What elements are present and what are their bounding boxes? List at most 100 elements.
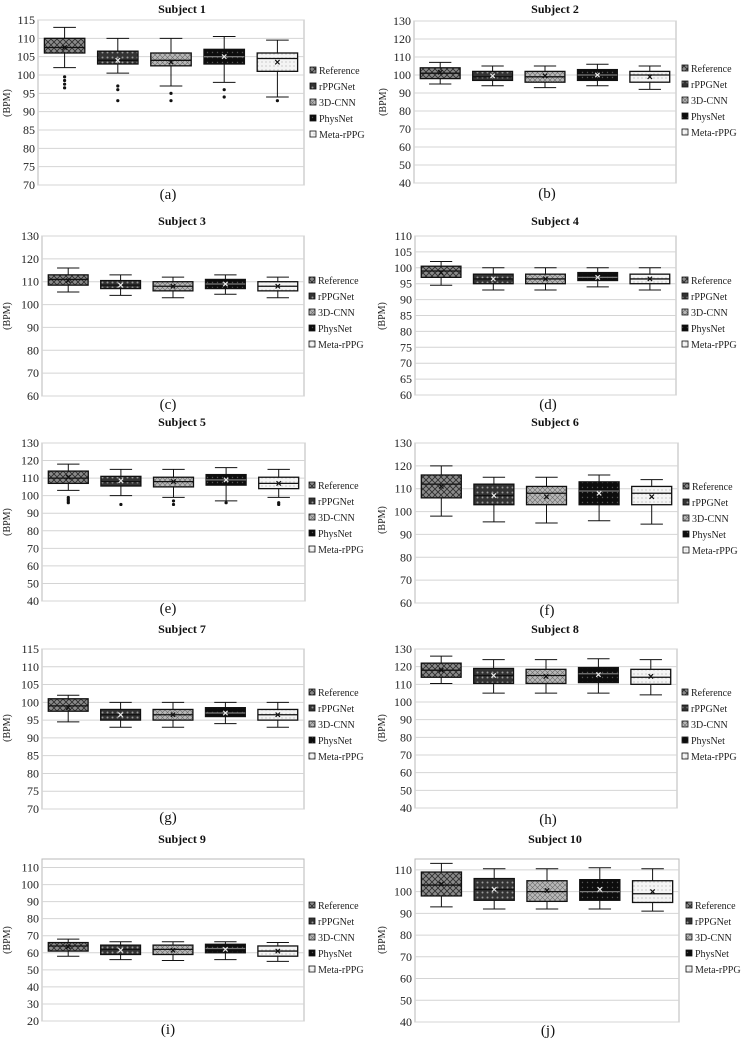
- y-tick-label: 110: [17, 31, 35, 45]
- legend-swatch: [308, 340, 316, 348]
- y-tick-label: 60: [400, 766, 412, 780]
- mean-marker: [170, 947, 176, 953]
- subplot-5: 40 50 60 70 80 90 100 110 120 130 Subject 5 (e) (BPM…: [2, 415, 364, 617]
- box-reference: [420, 862, 463, 908]
- box-reference: [420, 260, 462, 286]
- legend-entry-label: Reference: [319, 66, 360, 77]
- mean-marker: [170, 478, 177, 485]
- legend-swatch: [681, 308, 689, 316]
- box-body: [96, 50, 139, 65]
- y-tick-label: 70: [27, 366, 39, 380]
- plot-area: [41, 858, 305, 1022]
- legend-entry-label: Meta-rPPG: [692, 546, 738, 557]
- mean-marker: [438, 667, 444, 673]
- mean-marker: [275, 712, 281, 718]
- box-reference: [420, 655, 462, 684]
- plot-area: [413, 20, 677, 184]
- legend-swatch: [681, 688, 689, 696]
- legend-swatch: [308, 949, 316, 957]
- panel-caption: (c): [160, 397, 177, 413]
- y-tick-label: 60: [400, 596, 412, 610]
- legend-swatch: [681, 720, 689, 728]
- legend-entry-label: PhysNet: [695, 949, 729, 960]
- outlier-point: [171, 499, 176, 503]
- legend: Reference rPPGNet 3D-CNN PhysNet Meta-rPPG: [681, 64, 737, 139]
- y-tick-label: 110: [394, 863, 412, 877]
- outlier-point: [222, 88, 226, 92]
- box-meta-rppg: [257, 701, 299, 728]
- y-tick-label: 80: [400, 324, 412, 338]
- y-tick-label: 50: [400, 783, 412, 797]
- legend-entry-label: Reference: [692, 482, 733, 493]
- box-meta-rppg: [630, 659, 672, 696]
- legend-entry-label: Meta-rPPG: [691, 752, 737, 763]
- mean-marker: [649, 494, 655, 500]
- legend-swatch: [681, 752, 689, 760]
- box-body: [43, 37, 86, 54]
- mean-marker: [595, 274, 601, 280]
- y-tick-label: 130: [21, 436, 39, 450]
- legend-entry-label: rPPGNet: [318, 917, 354, 928]
- y-tick-label: 95: [27, 713, 39, 727]
- subplot-1: 70 75 80 85 90 95 100 105 110 115 Subject 1 (a) (BPM…: [2, 2, 365, 203]
- mean-marker: [170, 283, 176, 289]
- y-tick-label: 110: [394, 229, 412, 243]
- legend: Reference rPPGNet 3D-CNN PhysNet Meta-rPPG: [681, 276, 737, 351]
- mean-marker: [594, 72, 601, 78]
- box-physnet: [577, 267, 619, 288]
- box-meta-rppg: [256, 39, 299, 103]
- outlier-point: [222, 95, 226, 99]
- y-axis-label: (BPM): [2, 714, 13, 742]
- plot-area: [41, 235, 305, 397]
- y-tick-label: 85: [27, 749, 39, 763]
- legend-entry-label: Meta-rPPG: [318, 752, 364, 763]
- mean-marker: [170, 712, 176, 718]
- y-tick-label: 100: [21, 878, 39, 892]
- y-tick-label: 90: [400, 293, 412, 307]
- legend-swatch: [685, 917, 693, 925]
- box-rppgnet: [100, 468, 142, 507]
- mean-marker: [542, 73, 548, 79]
- y-tick-label: 105: [394, 245, 412, 259]
- y-tick-label: 80: [399, 104, 411, 118]
- mean-marker: [61, 44, 68, 51]
- legend-entry-label: rPPGNet: [691, 704, 727, 715]
- y-tick-label: 40: [399, 176, 411, 190]
- mean-marker: [168, 59, 174, 65]
- subplot-10: 40 50 60 70 80 90 100 110 Subject 10 (j) (BPM) Refe…: [377, 832, 741, 1039]
- mean-marker: [490, 276, 496, 282]
- legend-entry-label: PhysNet: [691, 112, 725, 123]
- box-meta-rppg: [631, 868, 674, 912]
- y-axis-label: (BPM): [377, 302, 388, 330]
- legend-entry-label: rPPGNet: [318, 704, 354, 715]
- panel-caption: (a): [160, 187, 177, 203]
- y-tick-label: 90: [399, 86, 411, 100]
- mean-marker: [222, 710, 229, 716]
- y-axis-label: (BPM): [378, 88, 389, 116]
- legend-entry-label: 3D-CNN: [318, 513, 355, 524]
- y-axis-label: (BPM): [2, 926, 13, 954]
- legend: Reference rPPGNet 3D-CNN PhysNet Meta-rPPG: [681, 688, 737, 763]
- legend-swatch: [681, 736, 689, 744]
- y-tick-label: 100: [393, 68, 411, 82]
- chart-title: Subject 1: [158, 2, 206, 16]
- legend-swatch: [309, 66, 317, 74]
- legend-entry-label: PhysNet: [318, 324, 352, 335]
- y-tick-label: 70: [27, 541, 39, 555]
- y-tick-label: 50: [27, 576, 39, 590]
- box-3d-cnn: [525, 476, 568, 524]
- y-tick-label: 75: [400, 340, 412, 354]
- y-tick-label: 90: [400, 713, 412, 727]
- mean-marker: [595, 671, 602, 678]
- mean-marker: [491, 886, 497, 893]
- box-meta-rppg: [257, 942, 299, 962]
- legend-swatch: [308, 688, 316, 696]
- legend-entry-label: Reference: [691, 276, 732, 287]
- legend-entry-label: PhysNet: [318, 949, 352, 960]
- mean-marker: [222, 281, 229, 287]
- mean-marker: [543, 494, 550, 500]
- y-tick-label: 105: [21, 678, 39, 692]
- legend-entry-label: 3D-CNN: [318, 720, 355, 731]
- legend-swatch: [681, 80, 689, 88]
